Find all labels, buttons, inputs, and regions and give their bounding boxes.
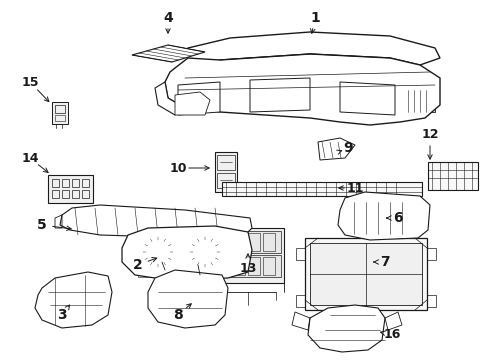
Bar [217, 173, 235, 188]
Bar [52, 102, 68, 124]
Bar [248, 257, 260, 275]
Bar [200, 271, 212, 276]
Bar [138, 270, 233, 277]
Polygon shape [178, 82, 220, 115]
Bar [296, 295, 305, 307]
Bar [263, 233, 275, 251]
Bar [215, 152, 237, 192]
Text: 10: 10 [169, 162, 187, 175]
Bar [212, 228, 284, 283]
Bar [55, 105, 65, 113]
Text: 7: 7 [380, 255, 390, 269]
Text: 8: 8 [173, 308, 183, 322]
Bar [48, 175, 93, 203]
Polygon shape [35, 272, 112, 328]
Text: 9: 9 [343, 141, 353, 155]
Bar [310, 243, 422, 305]
Bar [248, 233, 260, 251]
Bar [82, 190, 89, 198]
Bar [62, 190, 69, 198]
Bar [215, 255, 281, 277]
Text: 4: 4 [163, 11, 173, 25]
Polygon shape [122, 226, 252, 280]
Circle shape [189, 236, 221, 268]
Bar [185, 271, 197, 276]
Bar [215, 231, 281, 253]
Polygon shape [60, 205, 252, 238]
Text: 16: 16 [383, 328, 401, 342]
Polygon shape [308, 305, 385, 352]
Bar [155, 271, 167, 276]
Bar [350, 220, 410, 234]
Bar [217, 155, 235, 170]
Bar [405, 90, 435, 112]
Bar [215, 271, 227, 276]
Text: 5: 5 [37, 218, 47, 232]
Bar [72, 190, 79, 198]
Bar [427, 295, 436, 307]
Polygon shape [318, 138, 355, 160]
Polygon shape [155, 82, 185, 115]
Text: 3: 3 [57, 308, 67, 322]
Bar [428, 162, 478, 190]
Bar [140, 271, 152, 276]
Polygon shape [340, 82, 395, 115]
Polygon shape [188, 32, 440, 68]
Bar [62, 179, 69, 187]
Bar [296, 248, 305, 260]
Bar [222, 182, 422, 196]
Bar [233, 233, 245, 251]
Bar [233, 257, 245, 275]
Polygon shape [132, 45, 205, 62]
Polygon shape [250, 78, 310, 112]
Bar [218, 233, 230, 251]
Bar [52, 190, 59, 198]
Text: 1: 1 [310, 11, 320, 25]
Bar [55, 115, 65, 121]
Bar [52, 179, 59, 187]
Text: 12: 12 [421, 129, 439, 141]
Bar [263, 257, 275, 275]
Text: 6: 6 [393, 211, 403, 225]
Polygon shape [148, 270, 228, 328]
Text: 11: 11 [346, 181, 364, 194]
Polygon shape [165, 54, 440, 125]
Bar [82, 179, 89, 187]
Text: 13: 13 [239, 261, 257, 274]
Text: 14: 14 [21, 152, 39, 165]
Circle shape [142, 236, 174, 268]
Bar [218, 257, 230, 275]
Bar [72, 179, 79, 187]
Text: 2: 2 [133, 258, 143, 272]
Polygon shape [338, 192, 430, 240]
Bar [305, 238, 427, 310]
Text: 15: 15 [21, 76, 39, 89]
Polygon shape [175, 92, 210, 115]
Bar [427, 248, 436, 260]
Bar [350, 202, 410, 218]
Bar [170, 271, 182, 276]
